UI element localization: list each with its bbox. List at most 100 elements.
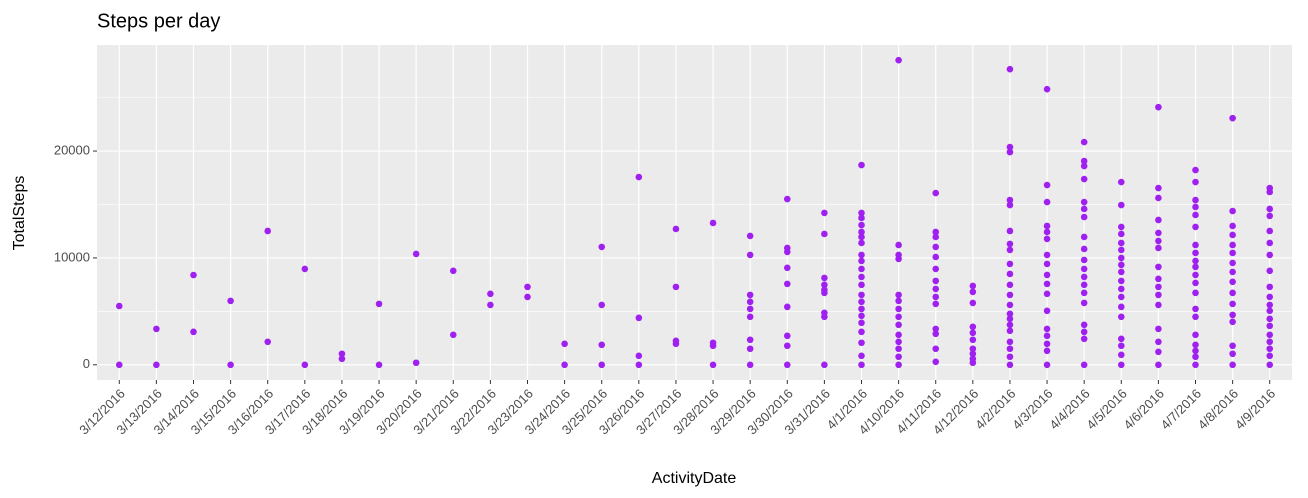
point [1006,201,1014,209]
point [1006,196,1014,204]
chart-title: Steps per day [97,10,220,32]
point [1155,325,1162,333]
point [932,300,940,308]
y-tick-label: 20000 [54,142,90,157]
point [598,341,606,349]
point [858,352,865,360]
point [1266,293,1274,301]
point [969,350,977,358]
point [1117,230,1125,238]
point [1006,240,1014,248]
point [1192,166,1199,174]
point [338,350,346,358]
point [1266,212,1274,220]
point [1192,271,1199,279]
point [1229,318,1236,326]
point [1192,313,1199,321]
point [1155,338,1162,346]
point [858,251,865,259]
point [561,361,568,369]
point [1192,331,1199,339]
point [969,299,977,307]
point [932,277,940,285]
point [895,345,902,353]
point [1155,291,1162,299]
point [783,195,791,203]
point [932,243,940,251]
point [709,219,717,227]
point [1229,231,1236,239]
point [1080,157,1088,165]
point [1006,246,1014,254]
point [783,280,791,288]
point [1043,198,1051,206]
point [1266,283,1274,291]
point [1117,261,1125,269]
point [1266,345,1274,353]
point [1043,271,1051,279]
point [858,319,865,327]
point [1192,263,1199,271]
point [1229,342,1236,350]
x-axis-label: ActivityDate [652,470,737,487]
point [1117,293,1125,301]
point [1266,338,1274,346]
point [227,297,234,305]
point [709,361,717,369]
point [969,288,977,296]
point [1117,335,1125,343]
point [1192,178,1199,186]
point [115,361,123,369]
point [821,281,828,289]
point [969,345,977,353]
point [746,305,754,313]
point [1080,256,1088,264]
point [1117,313,1125,321]
point [858,298,865,306]
point [1006,148,1014,156]
point [1006,260,1014,268]
point [1229,311,1236,319]
point [932,233,940,241]
point [1155,301,1162,309]
point [895,361,902,369]
point [858,161,865,169]
point [746,361,754,369]
point [1117,277,1125,285]
point [746,345,754,353]
point [821,289,828,297]
point [858,273,865,281]
point [1043,85,1051,93]
point [1043,280,1051,288]
point [1080,198,1088,206]
point [1043,181,1051,189]
point [1192,289,1199,297]
point [1043,228,1051,236]
point [449,331,457,339]
x-tick-label: 4/9/2016 [1232,386,1278,432]
point [746,336,754,344]
y-tick-label: 10000 [54,249,90,264]
point [1117,239,1125,247]
point [821,209,828,217]
point [858,281,865,289]
point [1117,361,1125,369]
point [932,330,940,338]
point [858,305,865,313]
point [1117,351,1125,359]
point [227,361,234,369]
point [783,248,791,256]
point [1192,196,1199,204]
y-axis-label: TotalSteps [11,176,28,251]
point [895,297,902,305]
point [1117,254,1125,262]
point [969,329,977,337]
point [1080,245,1088,253]
point [672,283,680,291]
point [783,342,791,350]
point [1266,267,1274,275]
point [375,300,383,308]
point [1229,114,1236,122]
point [1117,268,1125,276]
point [190,271,197,279]
